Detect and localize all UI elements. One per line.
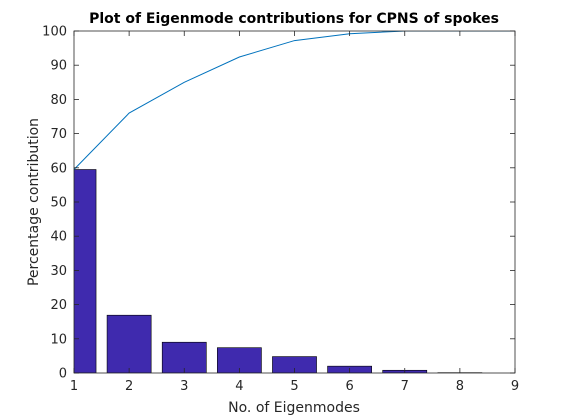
x-tick-label-2: 2 <box>125 379 133 394</box>
bar-5 <box>272 356 317 373</box>
x-axis-label: No. of Eigenmodes <box>228 400 360 416</box>
y-tick-label-30: 30 <box>50 264 67 279</box>
y-tick-label-50: 50 <box>50 196 67 211</box>
cumulative-line <box>74 31 515 170</box>
y-tick-label-0: 0 <box>59 367 67 382</box>
y-tick-label-20: 20 <box>50 298 67 313</box>
x-tick-label-1: 1 <box>70 379 78 394</box>
x-tick-label-4: 4 <box>235 379 243 394</box>
y-tick-label-90: 90 <box>50 59 67 74</box>
bar-1 <box>74 169 97 373</box>
y-tick-label-100: 100 <box>42 25 67 40</box>
x-tick-label-8: 8 <box>456 379 464 394</box>
y-tick-label-60: 60 <box>50 161 67 176</box>
bar-2 <box>106 314 152 373</box>
x-tick-label-3: 3 <box>180 379 188 394</box>
chart-title: Plot of Eigenmode contributions for CPNS… <box>89 11 499 27</box>
x-tick-label-6: 6 <box>345 379 353 394</box>
y-axis-label: Percentage contribution <box>26 118 42 286</box>
y-tick-label-80: 80 <box>50 93 67 108</box>
x-tick-label-9: 9 <box>511 379 519 394</box>
x-tick-label-7: 7 <box>401 379 409 394</box>
y-tick-label-40: 40 <box>50 230 67 245</box>
y-tick-label-10: 10 <box>50 332 67 347</box>
y-tick-label-70: 70 <box>50 127 67 142</box>
bar-3 <box>161 341 207 373</box>
x-tick-label-5: 5 <box>290 379 298 394</box>
